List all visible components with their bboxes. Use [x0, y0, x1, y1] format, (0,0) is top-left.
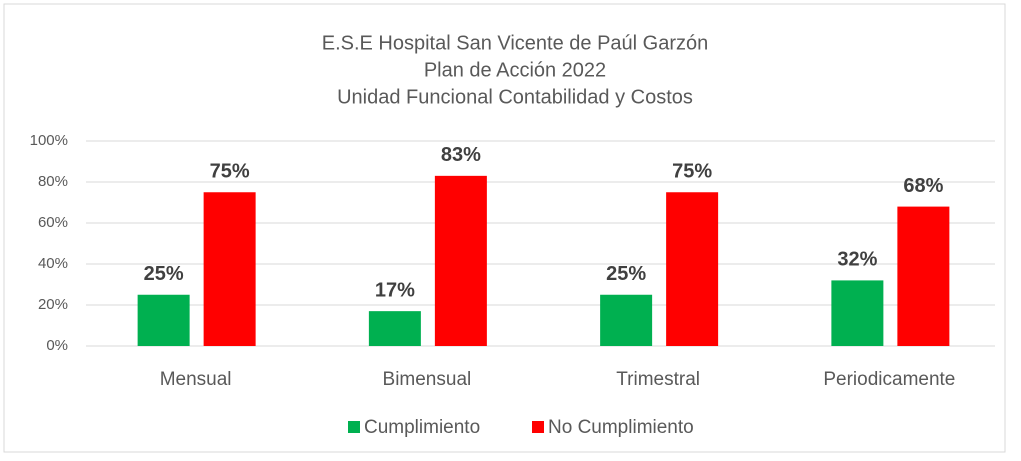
- bar: [600, 294, 653, 346]
- y-tick-label: 60%: [38, 214, 68, 231]
- chart-frame: [3, 3, 1006, 453]
- data-label: 32%: [837, 249, 877, 271]
- data-label: 75%: [210, 161, 250, 183]
- bar: [368, 311, 421, 346]
- y-tick-label: 80%: [38, 173, 68, 190]
- data-label: 17%: [375, 279, 415, 301]
- chart-title: Unidad Funcional Contabilidad y Costos: [337, 86, 693, 108]
- data-label: 25%: [144, 263, 184, 285]
- bar: [203, 192, 256, 346]
- y-tick-label: 20%: [38, 296, 68, 313]
- y-tick-label: 40%: [38, 255, 68, 272]
- x-tick-label: Periodicamente: [823, 369, 955, 390]
- bar: [434, 175, 487, 346]
- chart-title: Plan de Acción 2022: [424, 59, 606, 81]
- data-label: 68%: [903, 175, 943, 197]
- data-label: 25%: [606, 263, 646, 285]
- data-label: 83%: [441, 144, 481, 166]
- chart-title: E.S.E Hospital San Vicente de Paúl Garzó…: [322, 32, 709, 54]
- x-tick-label: Trimestral: [616, 369, 700, 390]
- bar: [666, 192, 719, 346]
- x-tick-label: Bimensual: [383, 369, 472, 390]
- legend-label: Cumplimiento: [364, 417, 480, 438]
- x-tick-label: Mensual: [160, 369, 232, 390]
- bar: [137, 294, 190, 346]
- bar: [897, 206, 950, 346]
- legend-swatch: [532, 421, 544, 433]
- legend-swatch: [348, 421, 360, 433]
- legend-label: No Cumplimiento: [548, 417, 694, 438]
- bar: [831, 280, 884, 346]
- y-tick-label: 0%: [46, 337, 68, 354]
- data-label: 75%: [672, 161, 712, 183]
- y-tick-label: 100%: [30, 132, 68, 149]
